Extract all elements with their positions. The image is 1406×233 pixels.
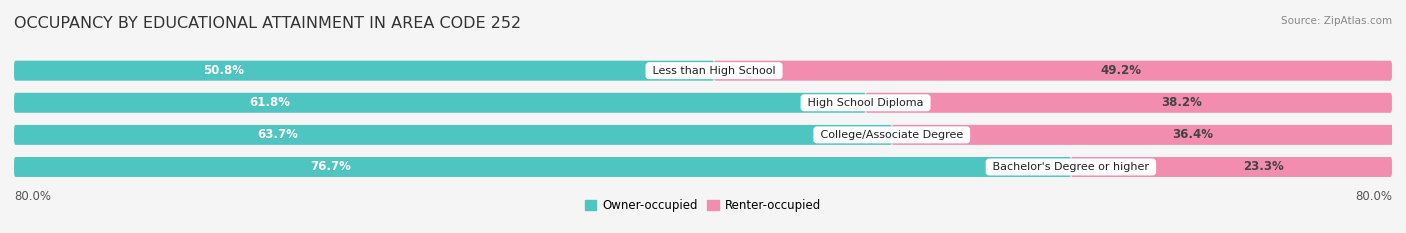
FancyBboxPatch shape bbox=[14, 61, 714, 81]
FancyBboxPatch shape bbox=[14, 125, 1392, 145]
Text: College/Associate Degree: College/Associate Degree bbox=[817, 130, 967, 140]
Text: 80.0%: 80.0% bbox=[1355, 190, 1392, 203]
Text: 76.7%: 76.7% bbox=[311, 161, 352, 174]
Legend: Owner-occupied, Renter-occupied: Owner-occupied, Renter-occupied bbox=[579, 195, 827, 217]
Text: 36.4%: 36.4% bbox=[1173, 128, 1213, 141]
Text: Source: ZipAtlas.com: Source: ZipAtlas.com bbox=[1281, 16, 1392, 26]
Text: 38.2%: 38.2% bbox=[1161, 96, 1202, 109]
FancyBboxPatch shape bbox=[14, 61, 1392, 81]
Text: Less than High School: Less than High School bbox=[650, 66, 779, 76]
FancyBboxPatch shape bbox=[14, 93, 866, 113]
FancyBboxPatch shape bbox=[714, 61, 1392, 81]
Text: 63.7%: 63.7% bbox=[257, 128, 298, 141]
Text: Bachelor's Degree or higher: Bachelor's Degree or higher bbox=[990, 162, 1153, 172]
Text: 49.2%: 49.2% bbox=[1101, 64, 1142, 77]
FancyBboxPatch shape bbox=[1071, 157, 1392, 177]
Text: 23.3%: 23.3% bbox=[1243, 161, 1284, 174]
Text: 61.8%: 61.8% bbox=[249, 96, 290, 109]
FancyBboxPatch shape bbox=[14, 157, 1392, 177]
Text: OCCUPANCY BY EDUCATIONAL ATTAINMENT IN AREA CODE 252: OCCUPANCY BY EDUCATIONAL ATTAINMENT IN A… bbox=[14, 16, 522, 31]
FancyBboxPatch shape bbox=[14, 93, 1392, 113]
Text: High School Diploma: High School Diploma bbox=[804, 98, 927, 108]
FancyBboxPatch shape bbox=[891, 125, 1393, 145]
FancyBboxPatch shape bbox=[14, 157, 1071, 177]
FancyBboxPatch shape bbox=[14, 125, 891, 145]
FancyBboxPatch shape bbox=[866, 93, 1392, 113]
Text: 50.8%: 50.8% bbox=[204, 64, 245, 77]
Text: 80.0%: 80.0% bbox=[14, 190, 51, 203]
